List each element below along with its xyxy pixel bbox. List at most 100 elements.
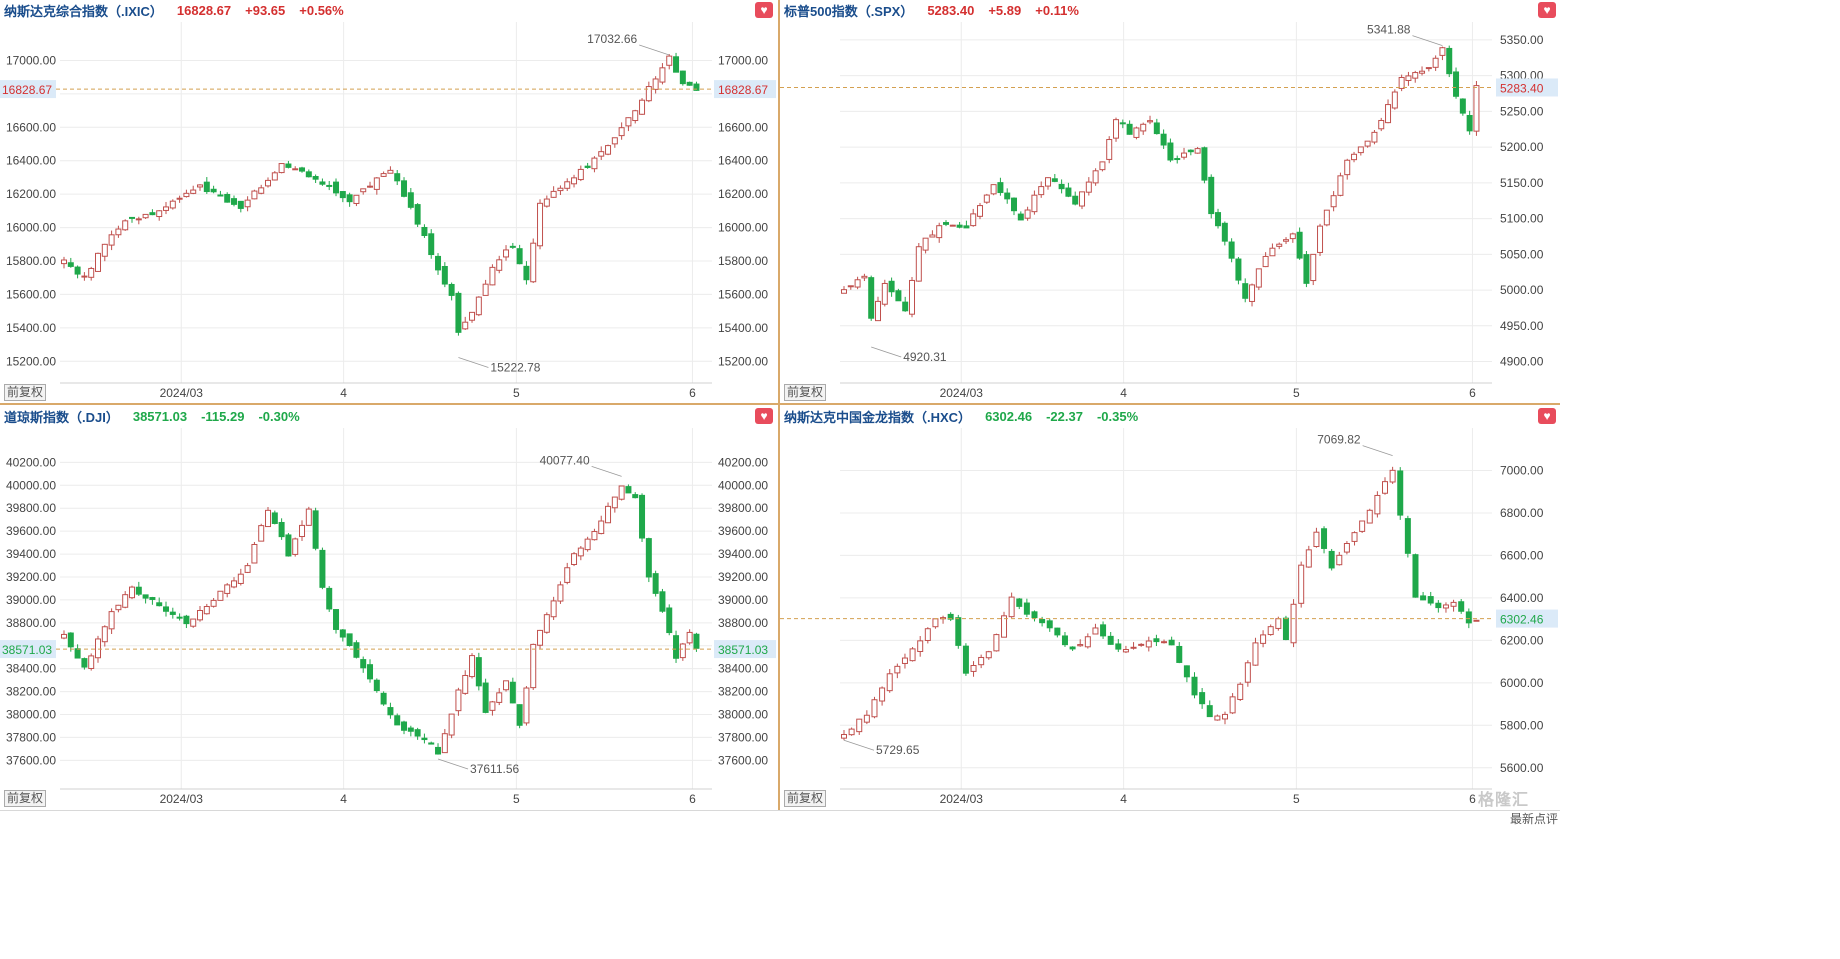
y-tick-label-right: 39800.00 [718,501,768,515]
candle-body [605,505,612,524]
candle-body [1199,692,1206,705]
candle-body [550,190,557,198]
adjust-mode-button[interactable]: 前复权 [784,790,827,807]
candle-body [1077,644,1084,647]
candle-body [584,165,591,168]
candle-body [305,171,312,178]
price-tag-right-text: 6302.46 [1500,613,1544,627]
candle-body [475,296,482,316]
candle-body [1442,604,1449,609]
chart-panel-dji: 道琼斯指数（.DJI） 38571.03 -115.29 -0.30% ♥ 40… [0,406,777,809]
footer-area [0,811,1840,959]
y-tick-label-right: 17000.00 [718,53,768,67]
candle-body [421,737,428,741]
candle-body [1465,611,1472,624]
candle-body [1004,192,1011,200]
high-value-label: 17032.66 [587,32,637,46]
candle-body [61,259,67,265]
low-leader-line [458,357,489,368]
high-leader-line [1362,445,1393,457]
candle-body [854,279,861,288]
candle-body [197,184,204,188]
candle-body [1425,67,1432,70]
y-tick-label-left: 40000.00 [6,478,56,492]
candle-body [1031,611,1038,619]
adjust-mode-button[interactable]: 前复权 [4,384,47,401]
x-tick-label: 5 [513,386,520,400]
candle-body [292,168,299,171]
candle-body [530,242,537,283]
candle-body [1269,247,1276,257]
candle-body [947,613,954,620]
candle-body [639,494,646,539]
candle-body [591,531,598,541]
y-tick-label-right: 4950.00 [1500,319,1544,333]
candle-body [176,197,183,200]
x-tick-label: 6 [689,386,696,400]
candle-body [530,643,537,689]
candle-body [625,486,632,494]
adjust-mode-button[interactable]: 前复权 [784,384,827,401]
brand-watermark: 格隆汇 [1478,792,1530,809]
x-tick-label: 4 [1120,792,1127,806]
y-tick-label-right: 39200.00 [718,570,768,584]
candle-body [414,729,421,737]
candle-body [81,658,88,668]
candlestick-chart-dji[interactable]: 40200.00 40200.00 40000.00 40000.00 39800.00… [0,406,777,809]
candle-body [1161,641,1168,644]
candle-body [251,543,258,564]
candle-body [917,640,924,652]
y-tick-label-right: 4900.00 [1500,355,1544,369]
candle-body [122,594,129,608]
candle-body [74,648,81,659]
candle-body [875,300,882,322]
candlestick-chart-spx[interactable]: 5350.005300.005250.005200.005150.005100.… [780,0,1560,403]
candle-body [990,184,997,195]
last-price: 16828.67 [176,2,232,18]
candle-body [1023,602,1030,615]
candle-body [1079,191,1086,207]
candle-body [879,687,886,702]
candle-body [142,213,149,219]
candle-body [387,169,394,174]
candle-body [367,664,374,680]
favorite-heart-icon[interactable]: ♥ [1538,408,1556,424]
price-tag-left-text: 38571.03 [2,643,52,657]
favorite-heart-icon[interactable]: ♥ [755,2,773,18]
candle-body [285,534,292,557]
adjust-mode-button[interactable]: 前复权 [4,790,47,807]
candle-body [183,615,190,625]
candle-body [1242,283,1249,299]
candle-body [489,266,496,286]
candle-body [278,521,285,538]
candle-body [909,279,916,315]
x-tick-label: 6 [1469,792,1476,806]
high-value-label: 40077.40 [540,453,590,467]
candle-body [895,290,902,302]
candle-body [448,713,455,736]
candle-body [1374,494,1381,515]
chart-header: 道琼斯指数（.DJI） 38571.03 -115.29 -0.30% [4,407,300,425]
candle-body [1153,122,1160,135]
change-percent: -0.30% [258,408,300,424]
candle-body [1183,665,1190,678]
candle-body [305,508,312,526]
candle-body [632,110,639,122]
candlestick-chart-ixic[interactable]: 17000.0017000.0016800.0016800.0016600.00… [0,0,777,403]
high-value-label: 7069.82 [1317,433,1361,447]
candle-body [673,56,680,73]
last-price: 38571.03 [132,408,188,424]
candle-body [95,252,102,272]
x-tick-label: 4 [340,386,347,400]
candle-body [1344,159,1351,176]
candle-body [401,721,408,731]
candle-body [1115,643,1122,650]
candle-body [231,198,238,205]
candle-body [285,163,292,168]
favorite-heart-icon[interactable]: ♥ [1538,2,1556,18]
candle-body [115,604,122,611]
favorite-heart-icon[interactable]: ♥ [755,408,773,424]
panel-divider-horizontal [0,403,1560,405]
candlestick-chart-hxc[interactable]: 7000.00 6800.00 6600.00 6400.00 6200.00 6000.… [780,406,1560,809]
candle-body [469,655,476,678]
